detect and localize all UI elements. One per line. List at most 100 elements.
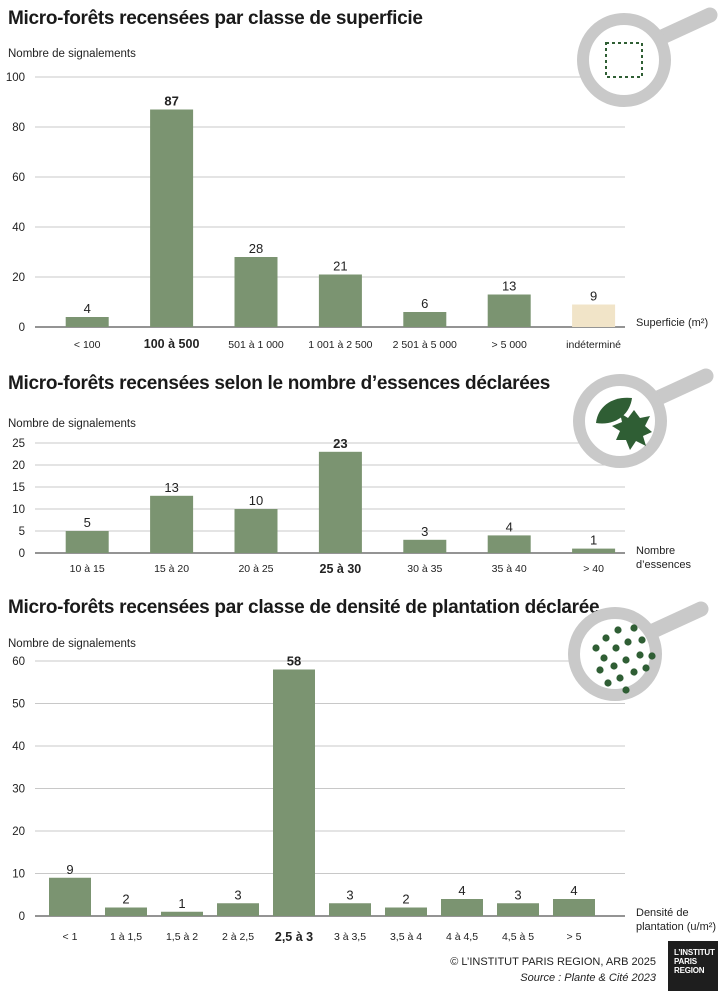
density-dot [638,636,646,644]
chart2-value-label: 10 [249,493,263,508]
chart3-value-label: 4 [570,883,577,898]
chart1-value-label: 28 [249,241,263,256]
chart3-category-label: 4,5 à 5 [502,931,534,943]
chart3-ytick-label: 50 [12,699,25,711]
chart2-bar [318,451,362,553]
density-dot [642,664,650,672]
chart3-bar [273,669,315,916]
chart3-ytick-label: 40 [12,741,25,753]
chart2-xlabel: Nombre [636,545,675,557]
magnifier-area-icon [577,7,718,107]
chart3-bar [49,877,91,916]
logo-line-1: L’INSTITUT [674,948,715,957]
chart1-value-label: 13 [502,279,516,294]
chart2-ytick-label: 5 [19,526,25,538]
density-dot [604,679,612,687]
magnifier-handle [643,601,709,640]
chart2-ylabel: Nombre de signalements [8,418,136,430]
chart1-value-label: 87 [164,94,178,109]
magnifier-leaves-icon [573,368,714,468]
chart3-category-label: < 1 [63,931,78,943]
chart2-bar [403,539,447,553]
chart1-category-label: < 100 [74,339,101,351]
magnifier-handle [648,368,714,407]
density-dot [648,652,656,660]
chart3-bar [385,907,427,916]
chart2-bar [234,509,278,553]
chart2-category-label: > 40 [583,563,604,575]
chart3-ytick-label: 10 [12,869,25,881]
chart3-ytick-label: 20 [12,826,25,838]
chart1-value-label: 21 [333,259,347,274]
chart3-bar [105,907,147,916]
chart1-ytick-label: 80 [12,122,25,134]
chart2-ytick-label: 25 [12,438,25,450]
chart3-category-label: 2,5 à 3 [275,930,313,944]
dashed-square-shape [605,42,643,78]
chart1-ytick-label: 40 [12,222,25,234]
chart3-bar [441,899,483,916]
magnifier-lens [568,607,662,701]
chart1-xlabel: Superficie (m²) [636,317,708,329]
chart2-ytick-label: 10 [12,504,25,516]
logo-line-2: PARIS [674,957,697,966]
chart1-category-label: 1 001 à 2 500 [308,339,372,351]
chart2-ytick-label: 20 [12,460,25,472]
chart3-value-label: 4 [458,883,465,898]
chart2-category-label: 30 à 35 [407,563,442,575]
chart1-category-label: indéterminé [566,339,621,351]
density-dot [622,686,630,694]
chart3-xlabel: plantation (u/m²) [636,921,716,933]
chart-title-superficie: Micro-forêts recensées par classe de sup… [8,8,423,29]
chart3-category-label: 1 à 1,5 [110,931,142,943]
chart-title-essences: Micro-forêts recensées selon le nombre d… [8,373,551,394]
chart3-ytick-label: 30 [12,784,25,796]
chart3-value-label: 58 [287,654,301,669]
chart1-bar [65,317,109,327]
chart1-bar [234,257,278,327]
chart3-ytick-label: 60 [12,656,25,668]
chart2-bar [65,531,109,553]
density-dot [622,656,630,664]
density-dot [610,662,618,670]
chart3-bar [161,911,203,916]
chart2-value-label: 13 [164,480,178,495]
chart2-category-label: 35 à 40 [492,563,527,575]
chart3-value-label: 1 [178,896,185,911]
density-dot [602,634,610,642]
chart3-bar [217,903,259,916]
chart1-bar [403,312,447,327]
chart1-ylabel: Nombre de signalements [8,48,136,60]
chart3-xlabel: Densité de [636,907,689,919]
chart1-category-label: > 5 000 [492,339,527,351]
magnifier-lens [577,13,671,107]
chart1-category-label: 100 à 500 [144,337,200,351]
chart3-category-label: 3,5 à 4 [390,931,422,943]
leaf-shape [596,397,632,424]
chart1-bar [572,304,616,327]
density-dot [596,666,604,674]
chart3-value-label: 9 [66,862,73,877]
density-dot [600,654,608,662]
chart3-value-label: 3 [514,887,521,902]
chart3-value-label: 3 [346,887,353,902]
chart3-bar [553,899,595,916]
chart2-bar [487,535,531,553]
magnifier-dots-icon [568,601,709,701]
logo-line-3: REGION [674,966,705,975]
chart1-ytick-label: 20 [12,272,25,284]
density-dot [636,651,644,659]
density-dot [616,674,624,682]
chart-title-densite: Micro-forêts recensées par classe de den… [8,597,600,618]
chart1-value-label: 6 [421,296,428,311]
chart2-xlabel: d’essences [636,559,692,571]
chart1-ytick-label: 60 [12,172,25,184]
chart2-ytick-label: 15 [12,482,25,494]
chart3-category-label: > 5 [567,931,582,943]
chart3-bar [497,903,539,916]
density-dot [624,638,632,646]
chart2-category-label: 25 à 30 [320,562,362,576]
chart3-bar [329,903,371,916]
density-dot [612,644,620,652]
